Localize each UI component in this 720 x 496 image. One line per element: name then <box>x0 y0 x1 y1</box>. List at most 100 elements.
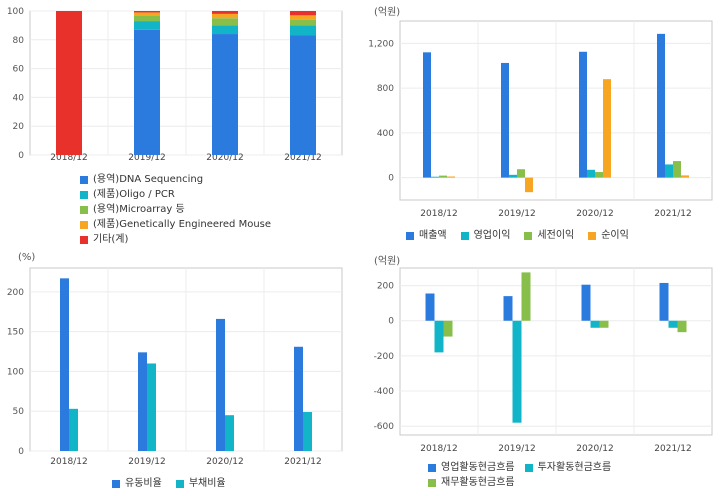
income-x-tick-label: 2018/12 <box>420 209 457 219</box>
composition-y-tick-label: 100 <box>7 7 24 17</box>
income-y-tick-label: 800 <box>377 84 394 94</box>
cashflow-legend-item: 재무활동현금흐름 <box>428 475 515 490</box>
ratios-chart: 0 50 100 150 200 2018/12 2019/12 2020/12 2021/12 <box>7 267 343 467</box>
income-bar <box>657 33 665 178</box>
composition-x-tick-label: 2020/12 <box>206 153 243 163</box>
cashflow-legend-label: 영업활동현금흐름 <box>441 462 515 473</box>
composition-legend-label: (제품)Genetically Engineered Mouse <box>93 219 272 230</box>
income-bar <box>587 169 595 178</box>
cashflow-x-tick-label: 2021/12 <box>654 444 691 454</box>
income-y-tick-label: 400 <box>377 129 394 139</box>
composition-bar <box>290 11 316 16</box>
cashflow-bar <box>599 320 609 328</box>
cashflow-chart: -600 -400 -200 0 200 2018/12 2019/12 2020/12 202… <box>374 267 713 454</box>
composition-legend: (용역)DNA Sequencing (제품)Oligo / PCR (용역)Mic… <box>80 172 271 247</box>
income-bar <box>681 175 689 178</box>
income-legend-item: 순이익 <box>588 228 629 243</box>
cashflow-legend-swatch <box>428 478 436 487</box>
cashflow-bar <box>434 320 444 353</box>
composition-chart: 0 20 40 60 80 100 2018/12 2019/12 2020/12 2021/12 <box>7 7 343 163</box>
income-x-tick-label: 2021/12 <box>654 209 691 219</box>
composition-y-tick-label: 0 <box>18 151 24 161</box>
composition-bar <box>212 18 238 26</box>
cashflow-legend-item: 영업활동현금흐름 <box>428 460 515 475</box>
cashflow-legend-swatch <box>524 463 533 472</box>
cashflow-x-tick-label: 2018/12 <box>420 444 457 454</box>
composition-bar <box>290 15 316 20</box>
income-legend-label: 순이익 <box>601 230 629 241</box>
cashflow-bar <box>443 320 453 337</box>
ratios-legend-swatch <box>175 479 184 488</box>
composition-legend-swatch <box>80 175 88 184</box>
cashflow-x-tick-label: 2020/12 <box>576 444 613 454</box>
composition-bar <box>134 15 160 22</box>
ratios-x-tick-label: 2019/12 <box>128 457 165 467</box>
income-x-tick-label: 2019/12 <box>498 209 535 219</box>
cashflow-bar <box>425 293 435 321</box>
cashflow-bar <box>677 320 687 333</box>
cashflow-unit-label: (억원) <box>374 256 401 267</box>
composition-legend-label: 기타(계) <box>93 234 129 245</box>
composition-y-tick-label: 20 <box>13 122 25 132</box>
income-legend-item: 세전이익 <box>524 228 574 243</box>
cashflow-legend-label: 투자활동현금흐름 <box>537 462 612 473</box>
composition-bar <box>134 29 160 155</box>
cashflow-legend-row: 영업활동현금흐름 투자활동현금흐름 <box>428 460 611 475</box>
ratios-bar <box>225 415 234 451</box>
composition-bar <box>212 11 238 14</box>
composition-x-tick-label: 2021/12 <box>284 153 321 163</box>
ratios-y-tick-label: 150 <box>7 328 24 338</box>
income-y-tick-label: 1,200 <box>368 39 394 49</box>
composition-legend-label: (용역)Microarray 등 <box>93 204 185 215</box>
ratios-x-tick-label: 2018/12 <box>50 457 87 467</box>
income-bar <box>431 176 439 178</box>
income-bar <box>603 79 611 178</box>
cashflow-y-tick-label: -400 <box>374 387 395 397</box>
income-bar <box>595 172 603 178</box>
ratios-x-tick-label: 2020/12 <box>206 457 243 467</box>
cashflow-legend-row: 재무활동현금흐름 <box>428 475 611 490</box>
cashflow-bar <box>668 320 678 328</box>
ratios-bar <box>138 352 147 451</box>
cashflow-bar <box>659 282 669 321</box>
composition-legend-item: (용역)Microarray 등 <box>80 202 271 217</box>
ratios-chart-panel: (%) 0 50 100 150 200 2018/12 2019/12 2020/12 202… <box>0 248 360 496</box>
income-legend: 매출액 영업이익 세전이익 순이익 <box>406 228 629 243</box>
income-legend-label: 세전이익 <box>537 230 575 241</box>
ratios-bar <box>147 363 156 451</box>
ratios-bar <box>303 412 312 451</box>
income-bar <box>439 175 447 178</box>
composition-legend-swatch <box>80 235 88 244</box>
ratios-x-tick-label: 2021/12 <box>284 457 321 467</box>
cashflow-x-tick-label: 2019/12 <box>498 444 535 454</box>
income-chart: 0 400 800 1,200 2018/12 2019/12 2020/12 2021/12 <box>368 20 713 219</box>
cashflow-legend-item: 투자활동현금흐름 <box>524 460 612 475</box>
composition-bar <box>134 21 160 30</box>
composition-legend-swatch <box>80 220 88 229</box>
composition-bar <box>56 11 82 155</box>
composition-legend-label: (제품)Oligo / PCR <box>93 189 175 200</box>
ratios-legend-item: 유동비율 <box>112 476 162 491</box>
income-y-tick-label: 0 <box>388 174 394 184</box>
cashflow-bar <box>503 296 513 321</box>
cashflow-y-tick-label: -200 <box>374 352 395 362</box>
income-bar <box>447 176 455 178</box>
cashflow-bar <box>590 320 600 328</box>
composition-bar <box>212 34 238 155</box>
composition-legend-label: (용역)DNA Sequencing <box>93 174 204 185</box>
cashflow-bar <box>521 272 531 321</box>
cashflow-bar <box>581 284 591 321</box>
composition-bar <box>290 25 316 36</box>
composition-bar <box>134 11 160 13</box>
composition-x-tick-label: 2019/12 <box>128 153 165 163</box>
ratios-legend-label: 유동비율 <box>125 478 162 489</box>
income-bar <box>525 177 533 193</box>
composition-bar <box>290 19 316 26</box>
composition-legend-swatch <box>80 205 88 214</box>
composition-bar <box>290 35 316 156</box>
income-legend-item: 매출액 <box>406 228 447 243</box>
composition-legend-swatch <box>80 190 88 199</box>
composition-legend-item: (용역)DNA Sequencing <box>80 172 271 187</box>
income-legend-swatch <box>524 231 533 240</box>
